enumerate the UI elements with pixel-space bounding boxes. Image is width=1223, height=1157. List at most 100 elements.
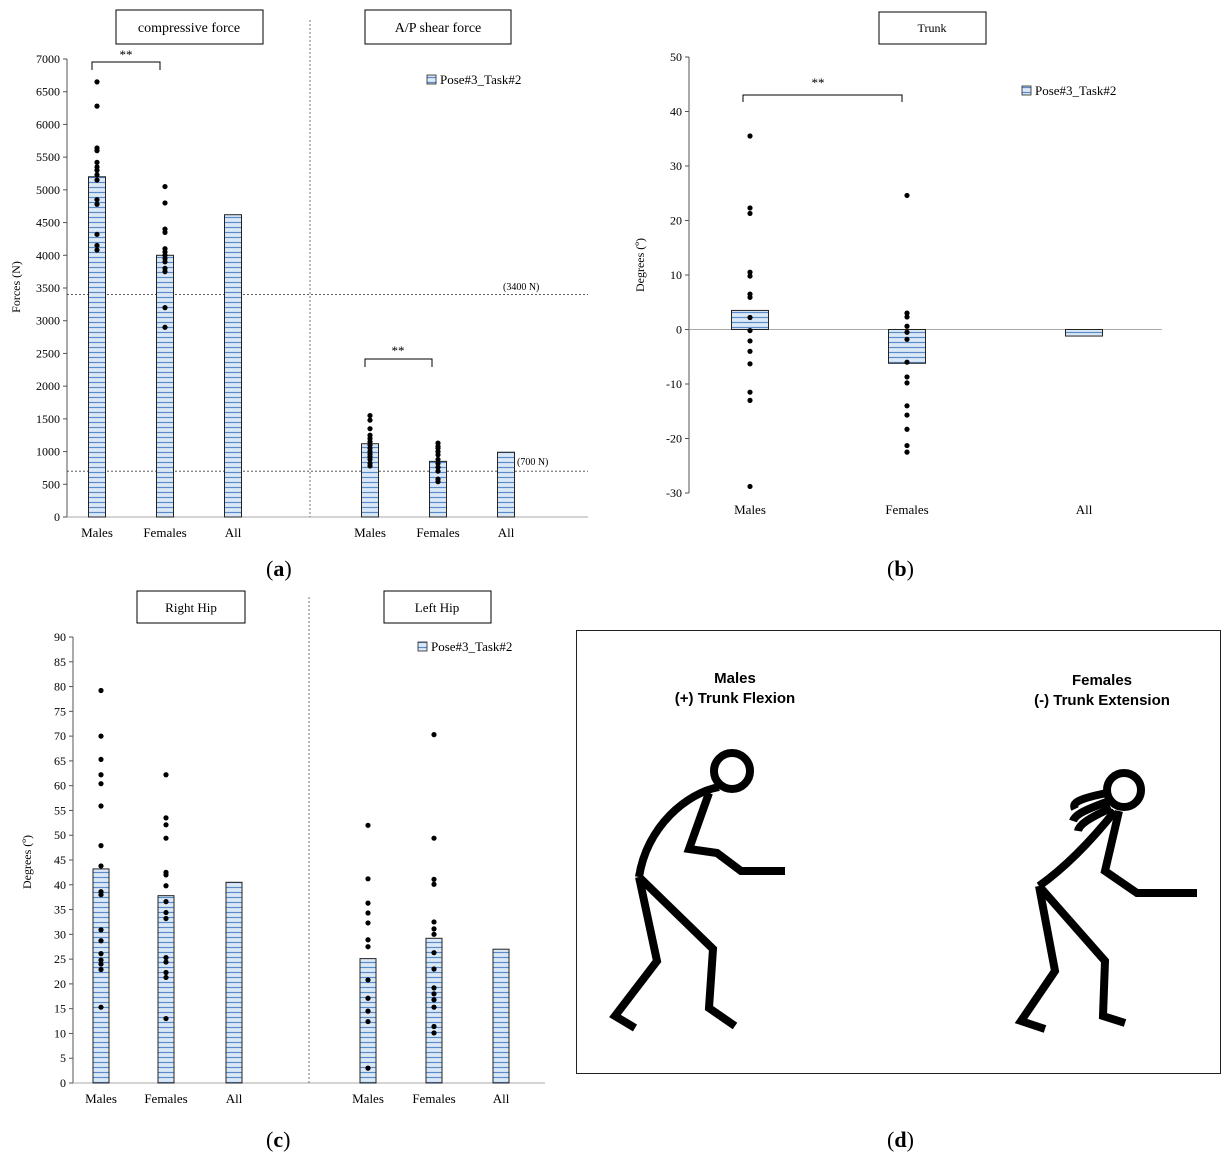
data-point: [904, 374, 910, 380]
data-point: [431, 966, 437, 972]
data-point: [163, 899, 169, 905]
data-point: [163, 772, 169, 778]
y-tick-label: 30: [670, 159, 682, 173]
y-tick-label: 30: [54, 927, 66, 941]
data-point: [747, 483, 753, 490]
female-caption-subtitle: (-) Trunk Extension: [1034, 692, 1170, 709]
chart-c: 0 5 10 15 20 25 30 35 40 45 50 55 60 65 70 75 80 85 90 Male…: [20, 590, 545, 1106]
data-point: [163, 835, 169, 841]
female-stick-figure: [1014, 769, 1197, 1033]
bar-all: [224, 214, 242, 518]
data-point: [163, 822, 169, 828]
data-point: [94, 103, 100, 109]
data-point: [431, 985, 437, 991]
x-category-label: All: [225, 525, 242, 540]
data-point: [94, 172, 100, 178]
data-point: [904, 449, 910, 455]
subfigure-label-c: (c): [266, 1127, 291, 1152]
data-point: [94, 145, 100, 151]
x-category-label: All: [493, 1091, 510, 1106]
data-point: [435, 440, 441, 446]
legend-label-a: Pose#3_Task#2: [440, 72, 521, 87]
data-point: [98, 781, 104, 787]
y-tick-label: 2000: [36, 379, 60, 393]
data-point: [431, 931, 437, 937]
female-caption: Females (-) Trunk Extension: [997, 671, 1207, 711]
data-point: [367, 412, 373, 419]
data-point: [365, 937, 371, 943]
y-tick-label: 50: [54, 828, 66, 842]
y-tick-label: 4500: [36, 216, 60, 230]
bar-all: [492, 948, 510, 1084]
y-tick-label: 0: [54, 510, 60, 524]
data-point: [435, 476, 441, 482]
data-point: [904, 323, 910, 329]
data-point: [98, 961, 104, 967]
data-point: [747, 327, 753, 334]
data-point: [163, 872, 169, 878]
data-point: [365, 822, 371, 828]
data-point: [163, 955, 169, 961]
legend-label-b: Pose#3_Task#2: [1035, 83, 1116, 98]
data-point: [365, 1008, 371, 1014]
data-point: [162, 324, 168, 330]
bar-females: [425, 937, 443, 1084]
data-point: [904, 310, 910, 316]
data-point: [163, 815, 169, 821]
y-tick-label: 5000: [36, 183, 60, 197]
data-point: [431, 881, 437, 887]
data-point: [98, 892, 104, 898]
significance-bracket-compressive: [91, 61, 161, 70]
data-point: [94, 159, 100, 165]
data-point: [365, 910, 371, 916]
male-caption: Males (+) Trunk Flexion: [645, 669, 825, 709]
y-tick-label: -20: [666, 432, 682, 446]
data-point: [98, 687, 104, 694]
y-tick-label: 25: [54, 952, 66, 966]
data-point: [98, 1004, 104, 1010]
data-point: [365, 1065, 371, 1071]
x-category-label: Males: [81, 525, 113, 540]
data-point: [747, 294, 753, 300]
x-category-label: Females: [416, 525, 459, 540]
data-point: [94, 201, 100, 207]
data-point: [163, 883, 169, 889]
data-point: [431, 835, 437, 841]
data-point: [904, 359, 910, 365]
y-tick-label: 85: [54, 655, 66, 669]
data-point: [435, 464, 441, 470]
data-point: [435, 456, 441, 463]
data-point: [431, 1023, 437, 1030]
y-tick-label: 45: [54, 853, 66, 867]
data-point: [747, 361, 753, 367]
data-point: [747, 133, 753, 139]
y-tick-label: 40: [54, 878, 66, 892]
y-tick-label: 70: [54, 729, 66, 743]
data-point: [365, 1018, 371, 1025]
legend-swatch-b: [1021, 85, 1032, 96]
data-point: [904, 380, 910, 386]
y-tick-label: 20: [54, 977, 66, 991]
data-point: [747, 348, 753, 354]
title-right-hip: Right Hip: [165, 600, 217, 615]
data-point: [98, 756, 104, 763]
data-point: [94, 247, 100, 253]
subfigure-label-a: (a): [266, 556, 292, 581]
x-category-label: All: [498, 525, 515, 540]
significance-bracket-shear: [364, 358, 433, 367]
data-point: [365, 995, 371, 1001]
y-tick-label: 65: [54, 754, 66, 768]
male-stick-figure: [609, 749, 785, 1032]
legend-swatch-c: [417, 641, 428, 652]
x-category-label: Females: [143, 525, 186, 540]
y-tick-label: 5: [60, 1051, 66, 1065]
data-point: [747, 314, 753, 321]
data-point: [98, 938, 104, 944]
chart-b: -30 -20 -10 0 10 20 30 40 50 Males Females All Trun…: [633, 11, 1162, 517]
significance-label-compressive: **: [120, 47, 133, 62]
y-axis-label-b: Degrees (º): [633, 238, 647, 292]
data-point: [162, 265, 168, 271]
x-category-label: All: [226, 1091, 243, 1106]
title-box-trunk: [878, 11, 987, 45]
y-tick-label: 5500: [36, 150, 60, 164]
